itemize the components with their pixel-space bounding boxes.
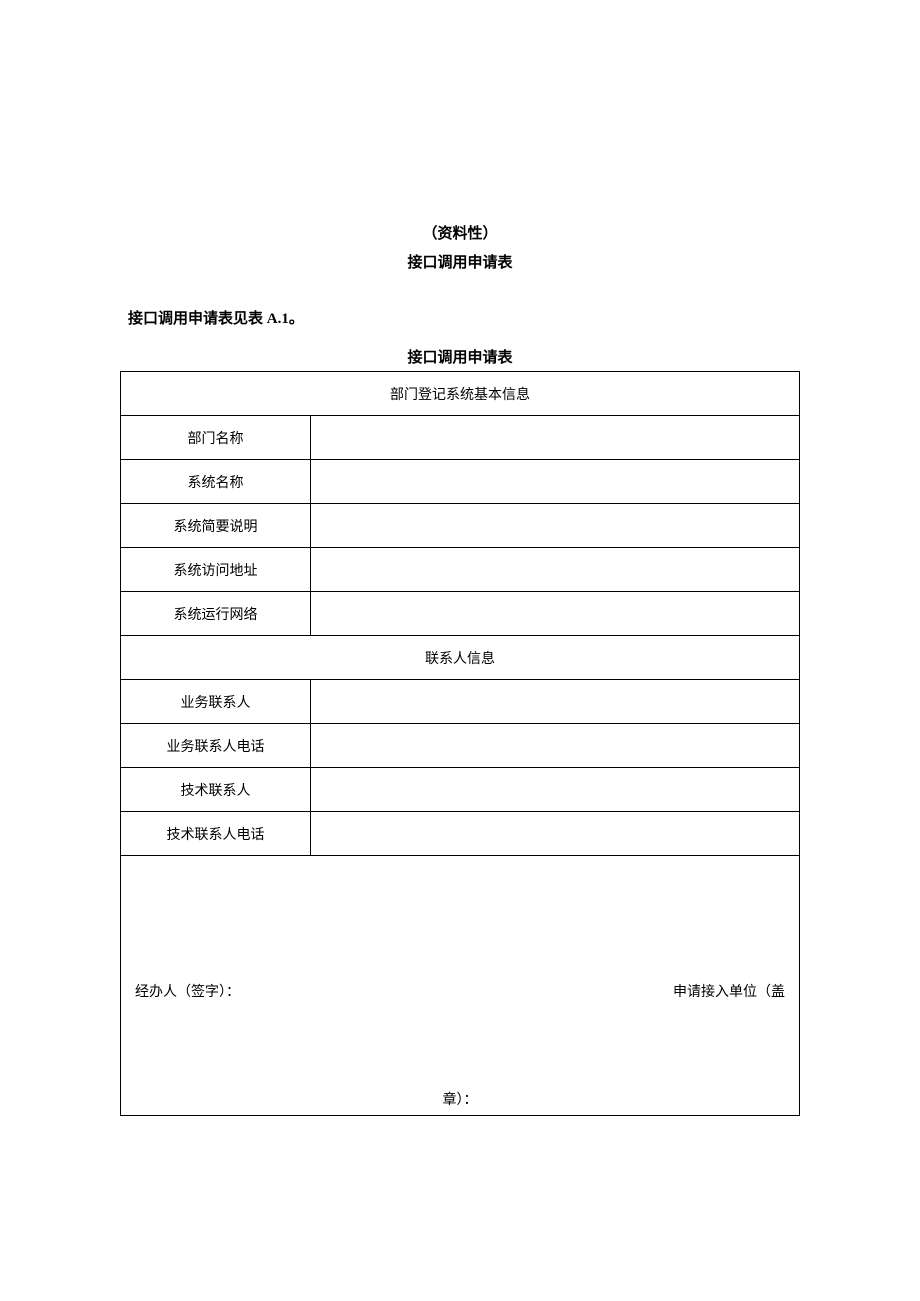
field-value-system-desc[interactable] (311, 504, 800, 548)
field-value-tech-contact[interactable] (311, 768, 800, 812)
field-value-dept-name[interactable] (311, 416, 800, 460)
handler-signature-label: 经办人（签字）： (135, 981, 240, 1001)
table-row: 部门名称 (121, 416, 800, 460)
table-row: 业务联系人 (121, 680, 800, 724)
table-row: 技术联系人 (121, 768, 800, 812)
application-form-table: 部门登记系统基本信息 部门名称 系统名称 系统简要说明 系统访问地址 系统运行网… (120, 371, 800, 1116)
stamp-label-end: 章）： (135, 1089, 785, 1109)
field-value-system-network[interactable] (311, 592, 800, 636)
intro-text: 接口调用申请表见表 A.1。 (128, 307, 800, 328)
table-row: 系统简要说明 (121, 504, 800, 548)
table-row: 业务联系人电话 (121, 724, 800, 768)
table-caption: 接口调用申请表 (120, 346, 800, 367)
field-label-system-desc: 系统简要说明 (121, 504, 311, 548)
field-label-system-url: 系统访问地址 (121, 548, 311, 592)
field-label-biz-phone: 业务联系人电话 (121, 724, 311, 768)
field-label-tech-phone: 技术联系人电话 (121, 812, 311, 856)
document-header: （资料性） 接口调用申请表 (120, 220, 800, 277)
table-row: 技术联系人电话 (121, 812, 800, 856)
field-value-system-url[interactable] (311, 548, 800, 592)
field-label-system-network: 系统运行网络 (121, 592, 311, 636)
table-section-header-row: 联系人信息 (121, 636, 800, 680)
field-value-biz-phone[interactable] (311, 724, 800, 768)
field-value-system-name[interactable] (311, 460, 800, 504)
table-row: 系统名称 (121, 460, 800, 504)
field-label-dept-name: 部门名称 (121, 416, 311, 460)
table-section-header-row: 部门登记系统基本信息 (121, 372, 800, 416)
field-label-tech-contact: 技术联系人 (121, 768, 311, 812)
document-title: 接口调用申请表 (120, 249, 800, 278)
signature-row: 经办人（签字）： 申请接入单位（盖 章）： (121, 856, 800, 1116)
table-row: 系统运行网络 (121, 592, 800, 636)
signature-cell: 经办人（签字）： 申请接入单位（盖 章）： (121, 856, 800, 1116)
signature-inner: 经办人（签字）： 申请接入单位（盖 章）： (135, 856, 785, 1115)
table-row: 系统访问地址 (121, 548, 800, 592)
page-container: （资料性） 接口调用申请表 接口调用申请表见表 A.1。 接口调用申请表 部门登… (0, 0, 920, 1116)
annex-label: （资料性） (120, 220, 800, 249)
field-value-biz-contact[interactable] (311, 680, 800, 724)
field-label-system-name: 系统名称 (121, 460, 311, 504)
field-label-biz-contact: 业务联系人 (121, 680, 311, 724)
field-value-tech-phone[interactable] (311, 812, 800, 856)
section1-title: 部门登记系统基本信息 (121, 372, 800, 416)
applicant-unit-label: 申请接入单位（盖 (673, 981, 785, 1001)
section2-title: 联系人信息 (121, 636, 800, 680)
